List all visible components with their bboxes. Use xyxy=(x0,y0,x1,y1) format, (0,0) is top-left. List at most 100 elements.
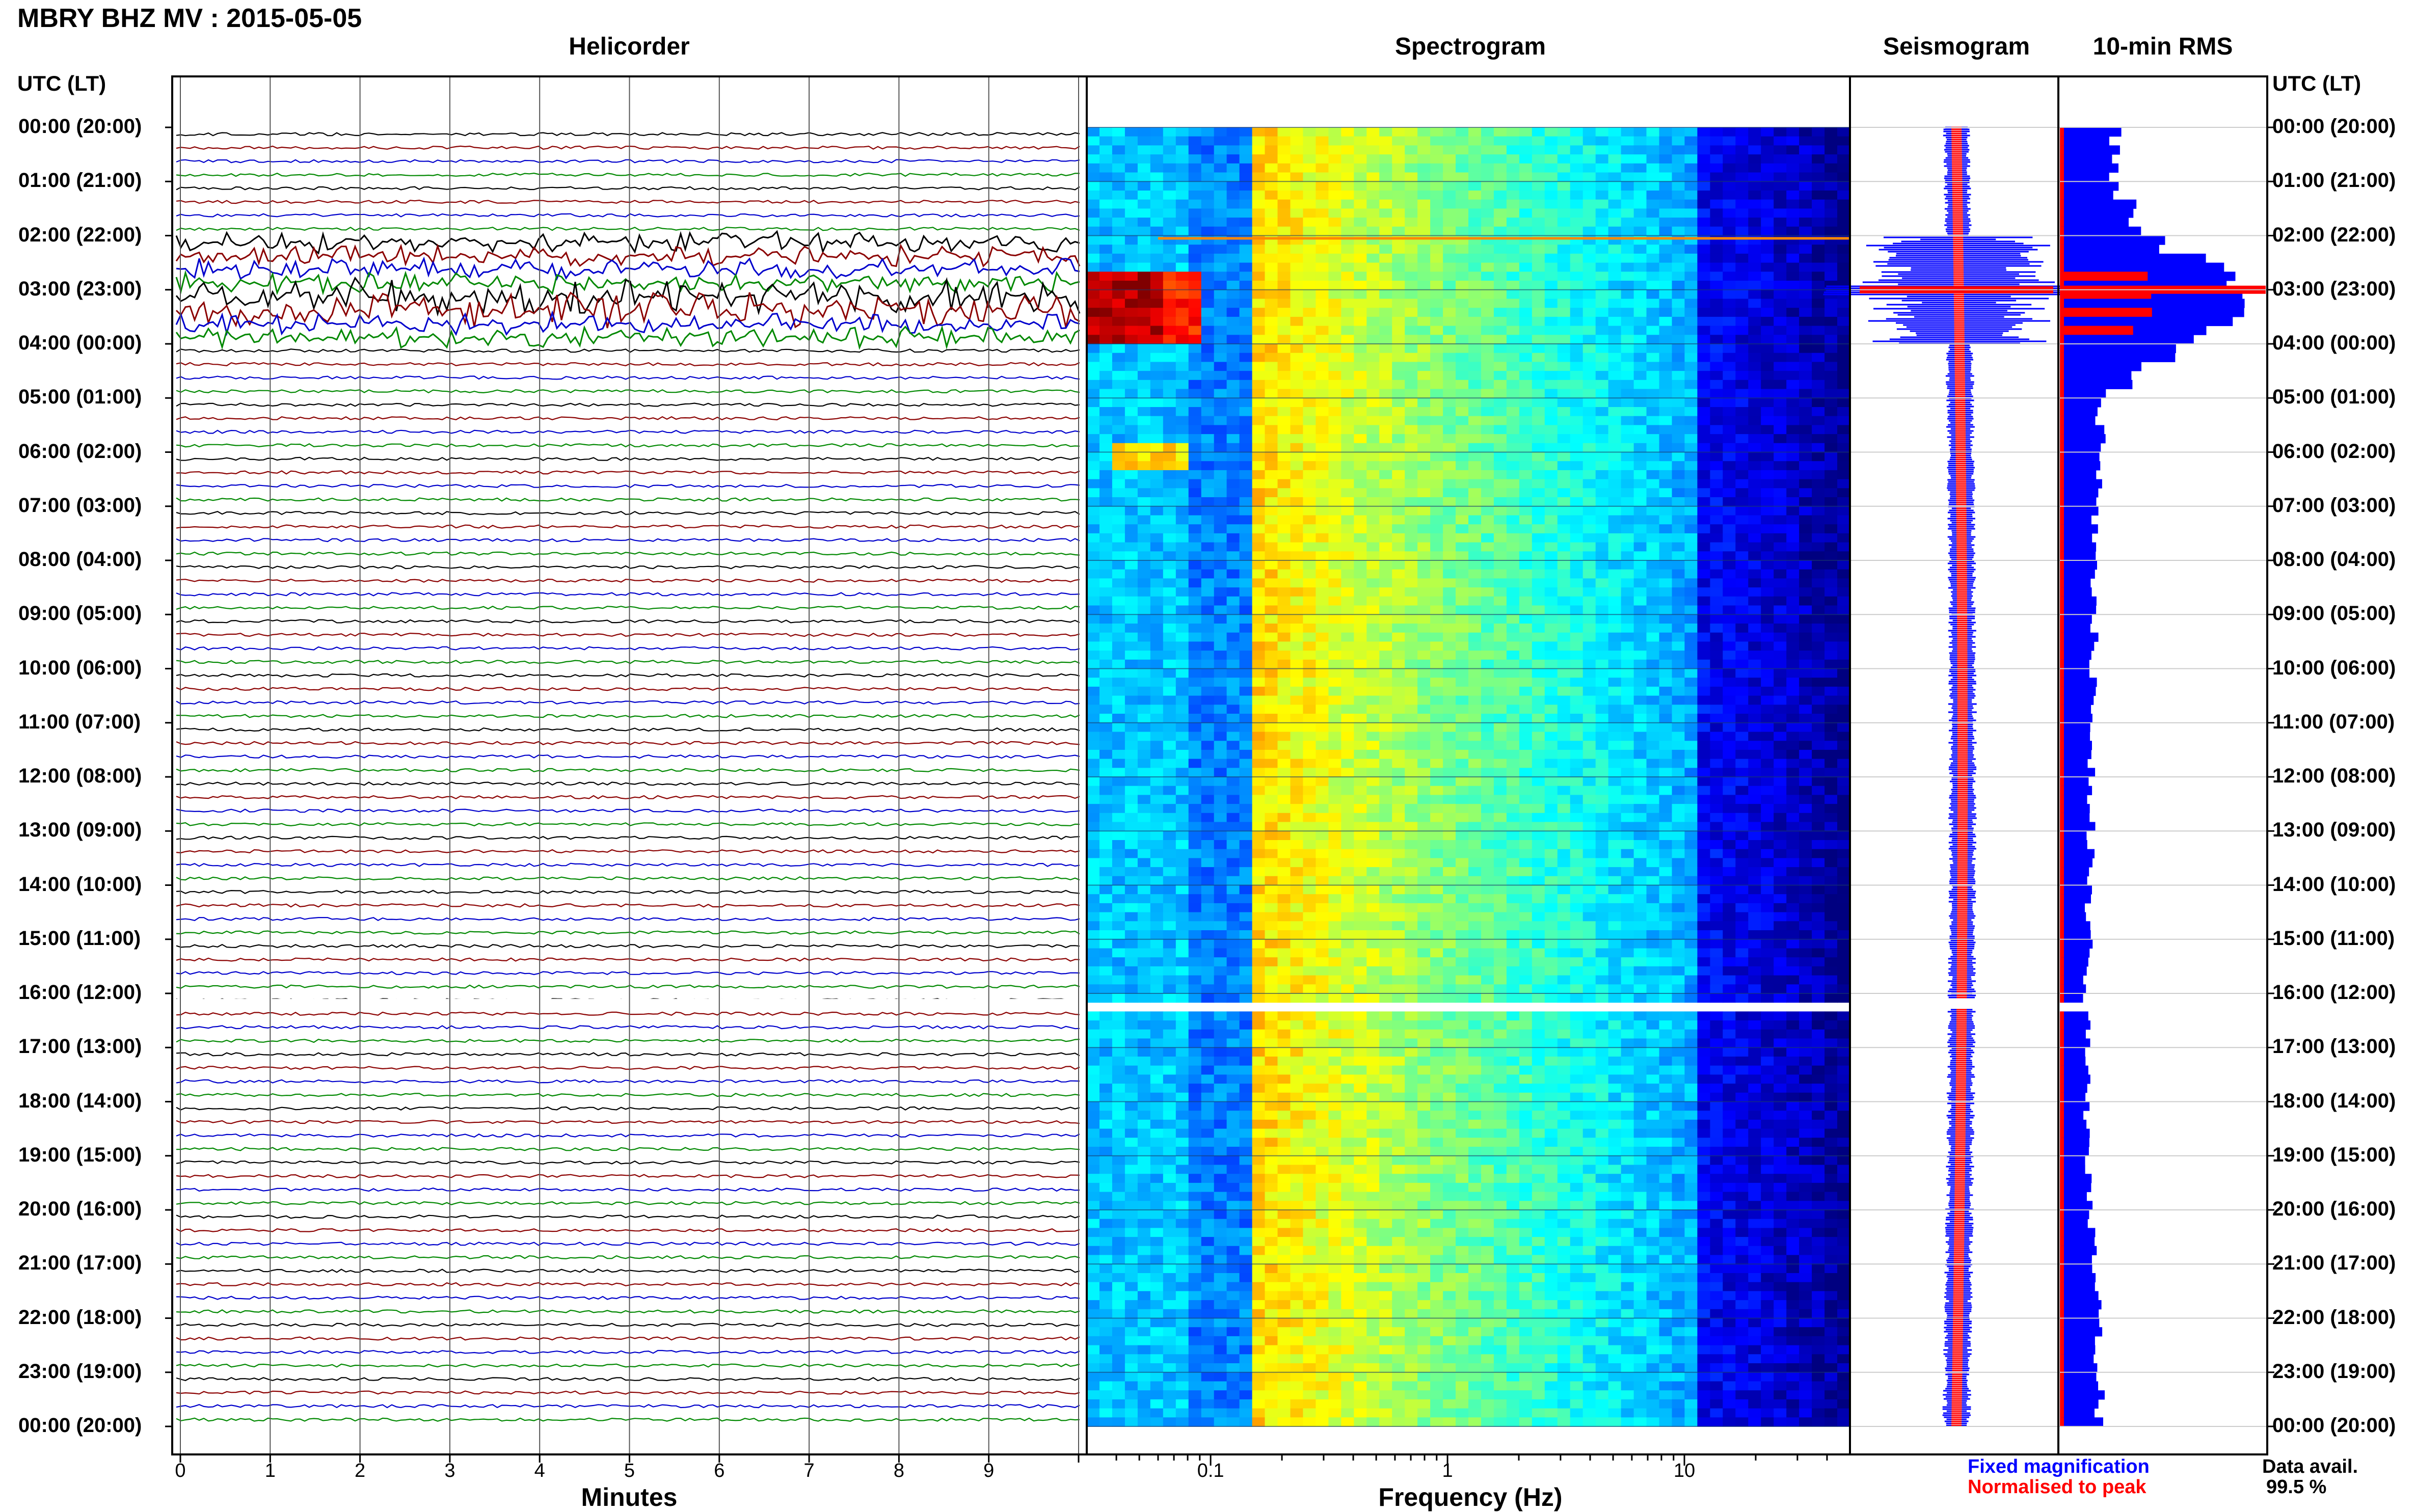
time-label-right: 16:00 (12:00) xyxy=(2272,981,2396,1004)
rms-normalised-bar xyxy=(2060,678,2064,687)
rms-bar xyxy=(2060,1309,2099,1318)
rms-normalised-bar xyxy=(2060,560,2064,570)
rms-normalised-bar xyxy=(2060,551,2064,560)
spectrogram-title: Spectrogram xyxy=(1395,33,1546,61)
rms-normalised-bar xyxy=(2060,606,2064,615)
time-label-left: 14:00 (10:00) xyxy=(18,873,142,896)
rms-normalised-bar xyxy=(2060,1138,2064,1147)
rms-normalised-bar xyxy=(2060,245,2064,254)
rms-normalised-bar xyxy=(2060,191,2064,200)
rms-normalised-bar xyxy=(2060,543,2064,552)
rms-bar xyxy=(2060,1066,2088,1075)
rms-bar xyxy=(2060,1354,2094,1363)
rms-bar xyxy=(2060,939,2092,949)
rms-bar xyxy=(2060,1399,2099,1409)
rms-normalised-bar xyxy=(2060,786,2064,795)
rms-bar xyxy=(2060,660,2089,669)
rms-bar xyxy=(2060,317,2233,326)
rms-bar xyxy=(2060,1210,2089,1219)
time-label-right: 00:00 (20:00) xyxy=(2272,115,2396,138)
rms-normalised-bar xyxy=(2060,1084,2064,1093)
rms-normalised-bar xyxy=(2060,1345,2064,1355)
rms-normalised-bar xyxy=(2060,164,2064,173)
rms-normalised-bar xyxy=(2060,443,2064,452)
rms-normalised-bar xyxy=(2060,723,2064,732)
rms-bar xyxy=(2060,1273,2096,1282)
rms-bar xyxy=(2060,1039,2090,1048)
time-label-left: 19:00 (15:00) xyxy=(18,1144,142,1167)
rms-normalised-bar xyxy=(2060,1057,2064,1066)
rms-bar xyxy=(2060,1291,2099,1300)
rms-bar xyxy=(2060,497,2097,506)
time-label-left: 08:00 (04:00) xyxy=(18,548,142,571)
rms-bar xyxy=(2060,380,2132,389)
rms-normalised-bar xyxy=(2060,1417,2064,1426)
time-label-left: 16:00 (12:00) xyxy=(18,981,142,1004)
spectrogram-data-gap xyxy=(1087,1003,1850,1010)
rms-normalised-bar xyxy=(2060,272,2148,281)
time-label-right: 08:00 (04:00) xyxy=(2272,548,2396,571)
rms-normalised-bar xyxy=(2060,326,2133,335)
rms-bar xyxy=(2060,488,2098,497)
time-label-right: 20:00 (16:00) xyxy=(2272,1198,2396,1221)
time-label-left: 07:00 (03:00) xyxy=(18,494,142,517)
minute-tick-label: 7 xyxy=(804,1460,815,1482)
rms-normalised-bar xyxy=(2060,389,2064,398)
minute-tick-label: 9 xyxy=(983,1460,994,1482)
time-label-left: 17:00 (13:00) xyxy=(18,1035,142,1058)
rms-normalised-bar xyxy=(2060,1309,2064,1318)
rms-normalised-bar xyxy=(2060,398,2064,407)
rms-bar xyxy=(2060,1345,2095,1355)
rms-normalised-bar xyxy=(2060,741,2064,750)
rms-normalised-bar xyxy=(2060,614,2064,624)
rms-normalised-bar xyxy=(2060,993,2064,1003)
rms-normalised-bar xyxy=(2060,1300,2064,1309)
time-label-left: 22:00 (18:00) xyxy=(18,1306,142,1329)
rms-normalised-bar xyxy=(2060,1066,2064,1075)
time-label-left: 09:00 (05:00) xyxy=(18,602,142,625)
rms-bar xyxy=(2060,587,2092,597)
time-label-left: 18:00 (14:00) xyxy=(18,1090,142,1113)
rms-bar xyxy=(2060,1318,2099,1328)
time-label-left: 12:00 (08:00) xyxy=(18,765,142,788)
time-label-right: 04:00 (00:00) xyxy=(2272,332,2396,355)
rms-normalised-bar xyxy=(2060,1111,2064,1120)
rms-bar xyxy=(2060,795,2087,804)
rms-normalised-bar xyxy=(2060,624,2064,633)
rms-bar xyxy=(2060,930,2091,939)
time-label-right: 00:00 (20:00) xyxy=(2272,1414,2396,1437)
rms-bar xyxy=(2060,705,2091,714)
rms-normalised-bar xyxy=(2060,1183,2064,1192)
time-label-left: 23:00 (19:00) xyxy=(18,1360,142,1383)
rms-bar xyxy=(2060,470,2096,479)
rms-normalised-bar xyxy=(2060,732,2064,741)
rms-bar xyxy=(2060,597,2097,606)
time-label-right: 13:00 (09:00) xyxy=(2272,819,2396,842)
rms-normalised-bar xyxy=(2060,1246,2064,1255)
time-label-left: 01:00 (21:00) xyxy=(18,169,142,192)
rms-normalised-bar xyxy=(2060,154,2064,164)
rms-normalised-bar xyxy=(2060,687,2064,696)
rms-bar xyxy=(2060,362,2141,371)
rms-bar xyxy=(2060,1201,2092,1210)
rms-bar xyxy=(2060,813,2089,822)
rms-bar xyxy=(2060,696,2094,705)
rms-normalised-bar xyxy=(2060,669,2064,678)
rms-normalised-bar xyxy=(2060,227,2064,236)
rms-normalised-bar xyxy=(2060,759,2064,768)
minute-tick-label: 2 xyxy=(355,1460,365,1482)
rms-normalised-bar xyxy=(2060,344,2064,353)
rms-bar xyxy=(2060,624,2090,633)
rms-normalised-bar xyxy=(2060,371,2064,380)
rms-bar xyxy=(2060,1282,2095,1291)
rms-normalised-bar xyxy=(2060,921,2064,930)
minute-tick-label: 1 xyxy=(265,1460,276,1482)
time-label-right: 23:00 (19:00) xyxy=(2272,1360,2396,1383)
rms-normalised-bar xyxy=(2060,524,2064,533)
rms-bar xyxy=(2060,1084,2087,1093)
rms-normalised-bar xyxy=(2060,768,2064,777)
time-label-left: 00:00 (20:00) xyxy=(18,1414,142,1437)
time-label-left: 03:00 (23:00) xyxy=(18,278,142,301)
rms-bar xyxy=(2060,858,2092,867)
